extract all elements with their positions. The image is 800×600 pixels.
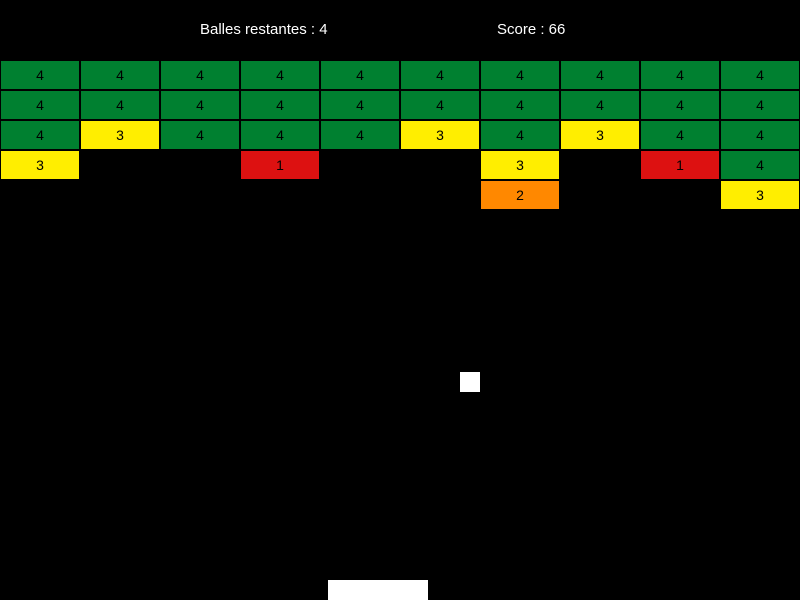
brick: 4 (160, 90, 240, 120)
brick: 4 (160, 120, 240, 150)
brick: 3 (80, 120, 160, 150)
brick: 4 (560, 90, 640, 120)
brick: 4 (640, 60, 720, 90)
brick: 4 (640, 120, 720, 150)
brick: 4 (0, 60, 80, 90)
score-label: Score : 66 (497, 21, 566, 38)
brick: 4 (400, 90, 480, 120)
brick: 1 (640, 150, 720, 180)
brick: 2 (480, 180, 560, 210)
brick: 4 (480, 60, 560, 90)
brick: 3 (720, 180, 800, 210)
brick: 4 (320, 60, 400, 90)
brick: 4 (720, 60, 800, 90)
brick: 3 (0, 150, 80, 180)
brick: 4 (240, 90, 320, 120)
brick: 4 (480, 120, 560, 150)
brick: 4 (240, 120, 320, 150)
brick: 4 (720, 90, 800, 120)
brick: 4 (80, 90, 160, 120)
balls-remaining-label: Balles restantes : 4 (200, 21, 328, 38)
ball (460, 372, 480, 392)
brick: 4 (720, 150, 800, 180)
brick: 4 (560, 60, 640, 90)
brick: 4 (160, 60, 240, 90)
brick: 4 (480, 90, 560, 120)
brick: 4 (400, 60, 480, 90)
brick: 1 (240, 150, 320, 180)
brick: 4 (0, 90, 80, 120)
brick: 4 (320, 90, 400, 120)
brick: 4 (80, 60, 160, 90)
brick: 3 (480, 150, 560, 180)
brick: 4 (0, 120, 80, 150)
brick: 4 (720, 120, 800, 150)
brick: 3 (560, 120, 640, 150)
paddle[interactable] (328, 580, 428, 600)
brick: 4 (240, 60, 320, 90)
brick: 4 (640, 90, 720, 120)
brick: 4 (320, 120, 400, 150)
brick: 3 (400, 120, 480, 150)
